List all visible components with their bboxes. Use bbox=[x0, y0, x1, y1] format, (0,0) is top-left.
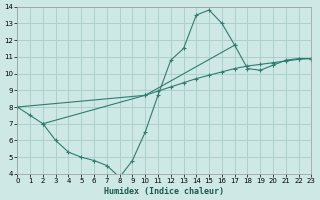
X-axis label: Humidex (Indice chaleur): Humidex (Indice chaleur) bbox=[104, 187, 224, 196]
